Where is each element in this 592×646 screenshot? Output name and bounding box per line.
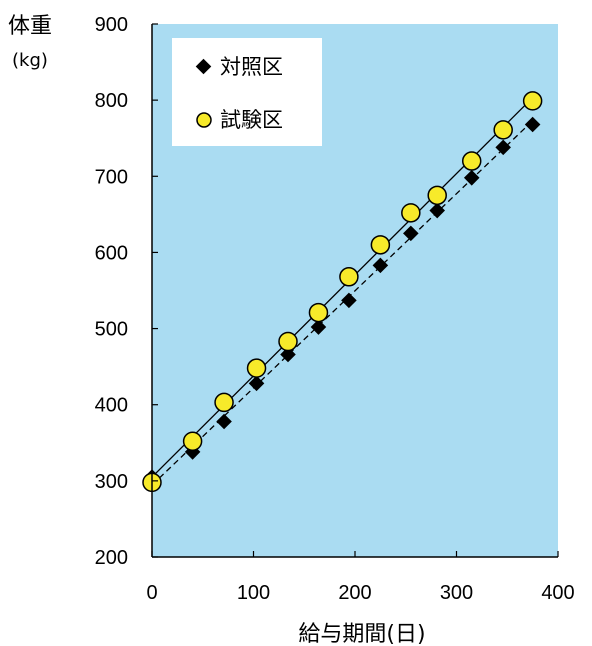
x-tick-label: 400 [541, 582, 574, 604]
legend-test-label: 試験区 [220, 108, 283, 132]
test-point [214, 392, 234, 413]
y-axis-title: 体重 [8, 14, 52, 39]
y-axis-unit: (kg) [12, 50, 48, 71]
control-point [248, 375, 265, 392]
x-tick-label: 100 [237, 582, 270, 604]
test-point [246, 358, 267, 378]
axes [151, 23, 559, 558]
test-point [370, 235, 391, 255]
y-tick-label: 900 [95, 14, 128, 36]
tick-labels: 200 300 400 500 600 700 800 900 0 100 200 300 400 [95, 14, 575, 604]
y-tick-label: 800 [95, 90, 128, 112]
legend-box [172, 38, 322, 146]
y-tick-label: 500 [95, 319, 128, 341]
test-point [522, 91, 543, 111]
test-point [461, 151, 482, 171]
y-tick-label: 200 [95, 547, 128, 569]
test-point [308, 302, 329, 323]
fit-line-0 [151, 120, 534, 486]
x-tick-label: 300 [440, 582, 473, 604]
y-tick-label: 600 [95, 242, 128, 264]
test-point [278, 331, 298, 352]
test-point [401, 203, 421, 223]
legend-test-marker [196, 112, 212, 128]
legend-control-label: 対照区 [220, 55, 283, 79]
test-point [493, 120, 513, 140]
x-tick-label: 200 [338, 582, 371, 604]
x-axis-title: 給与期間(日) [298, 622, 425, 646]
test-point [427, 185, 447, 206]
y-tick-label: 300 [95, 471, 128, 493]
control-point [495, 139, 511, 156]
legend: 対照区 試験区 [172, 38, 322, 146]
x-tick-label: 0 [146, 582, 157, 604]
control-point [403, 225, 419, 242]
y-tick-label: 400 [95, 395, 128, 417]
test-point [182, 431, 203, 452]
legend-control-marker [195, 58, 212, 75]
y-tick-label: 700 [95, 166, 128, 188]
control-point [429, 202, 445, 219]
control-point [216, 413, 232, 430]
control-point [463, 170, 480, 186]
test-point [339, 267, 359, 287]
